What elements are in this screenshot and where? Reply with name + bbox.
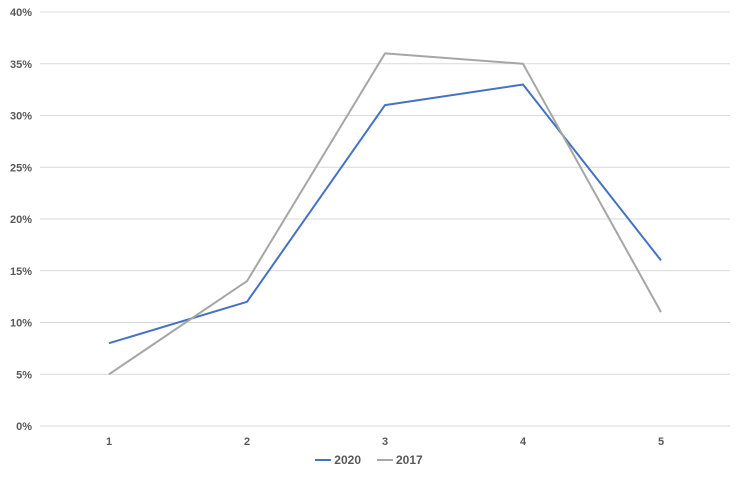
series-line-2020 (108, 83, 662, 345)
y-axis-tick-label: 30% (10, 111, 32, 123)
series-line-2017 (108, 52, 662, 376)
legend-line-marker-2020 (315, 459, 332, 461)
x-axis-tick-label: 5 (658, 436, 664, 448)
y-axis-tick-label: 0% (16, 421, 32, 433)
y-axis-tick-label: 35% (10, 59, 32, 71)
chart-legend: 2020 2017 (0, 453, 738, 467)
legend-label-2017: 2017 (396, 453, 423, 467)
x-axis-tick-label: 1 (106, 436, 112, 448)
y-axis-tick-label: 40% (10, 7, 32, 19)
y-axis-tick-label: 10% (10, 318, 32, 330)
legend-item-2017: 2017 (377, 453, 423, 467)
y-axis-tick-label: 20% (10, 214, 32, 226)
x-axis-tick-label: 3 (382, 436, 388, 448)
legend-line-marker-2017 (377, 459, 393, 461)
y-axis-tick-label: 25% (10, 162, 32, 174)
legend-label-2020: 2020 (334, 453, 361, 467)
y-axis-tick-label: 15% (10, 266, 32, 278)
x-axis-tick-label: 2 (244, 436, 250, 448)
legend-item-2020: 2020 (315, 453, 361, 467)
y-axis-tick-label: 5% (16, 369, 32, 381)
x-axis-tick-label: 4 (520, 436, 527, 448)
